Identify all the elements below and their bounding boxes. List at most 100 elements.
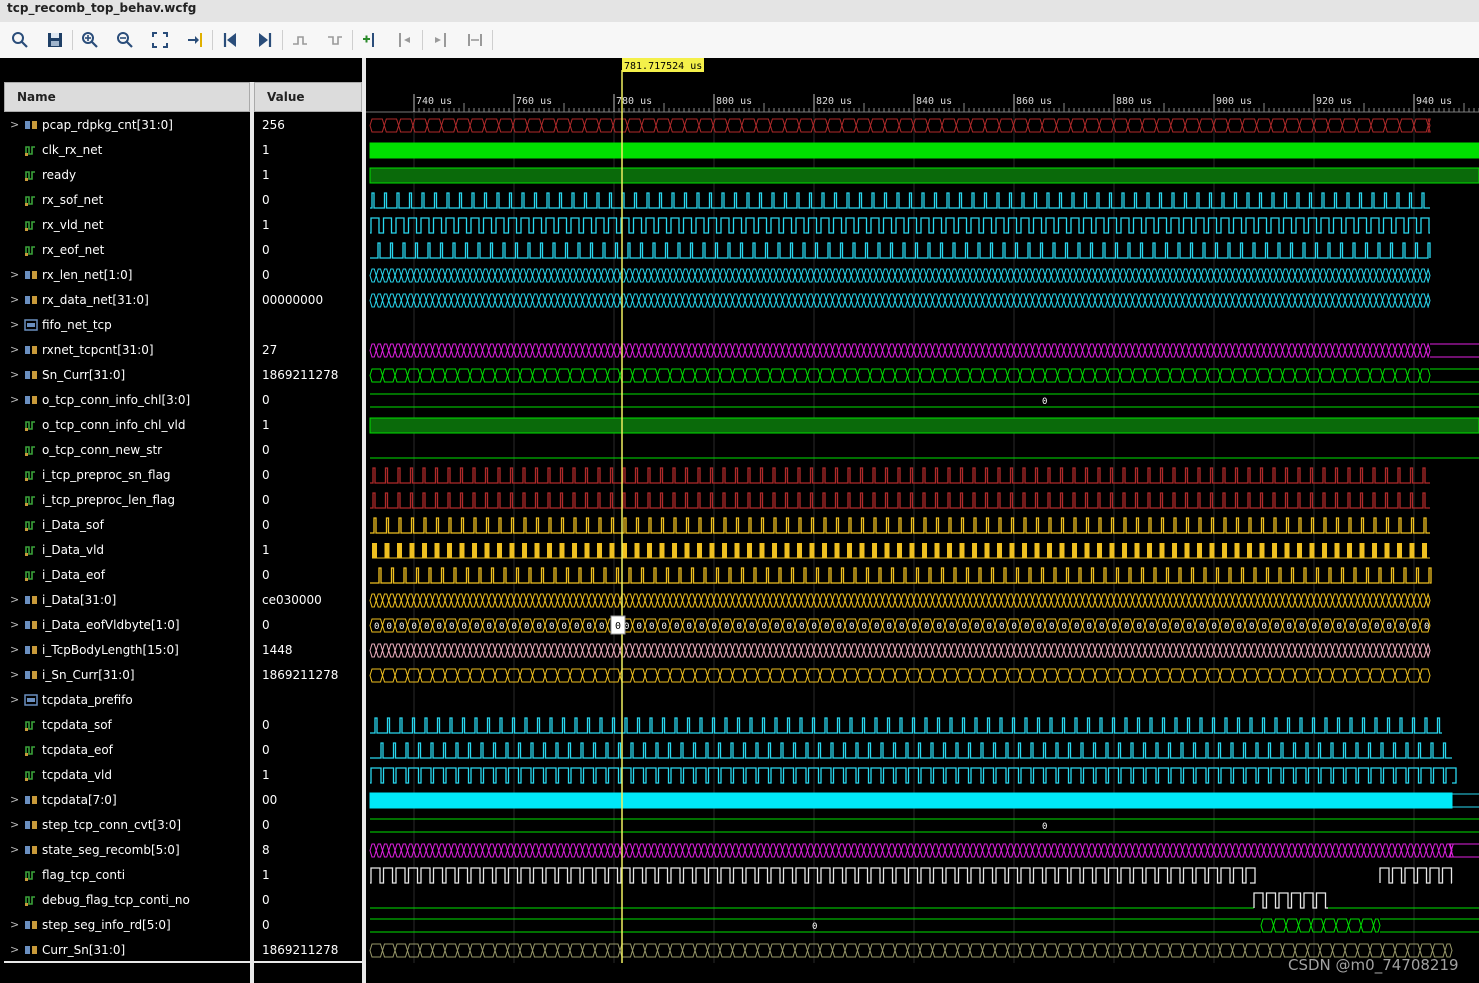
digital-pulse <box>609 543 615 558</box>
digital-pulse <box>422 543 427 558</box>
expand-chevron-icon[interactable]: > <box>10 943 20 956</box>
signal-row[interactable]: clk_rx_net <box>4 138 250 163</box>
bus-value-label: 0 <box>387 622 392 632</box>
value-column-header[interactable]: Value <box>254 82 362 112</box>
search-icon[interactable] <box>10 30 30 50</box>
signal-row[interactable]: > step_tcp_conn_cvt[3:0] <box>4 813 250 838</box>
signal-row[interactable]: i_Data_vld <box>4 538 250 563</box>
goto-end-icon[interactable] <box>255 30 275 50</box>
signal-row[interactable]: > Sn_Curr[31:0] <box>4 363 250 388</box>
waveform-canvas[interactable]: 740 us 760 us 780 us 800 us 820 us 840 us 860 … <box>366 58 1479 983</box>
expand-chevron-icon[interactable]: > <box>10 268 20 281</box>
expand-chevron-icon[interactable]: > <box>10 593 20 606</box>
signal-row[interactable]: i_Data_sof <box>4 513 250 538</box>
zoom-fit-icon[interactable] <box>150 30 170 50</box>
expand-chevron-icon[interactable]: > <box>10 393 20 406</box>
signal-row[interactable]: o_tcp_conn_new_str <box>4 438 250 463</box>
signal-row[interactable]: rx_sof_net <box>4 188 250 213</box>
signal-row[interactable]: i_tcp_preproc_sn_flag <box>4 463 250 488</box>
signal-name: i_Data_eofVldbyte[1:0] <box>42 618 180 632</box>
signal-row[interactable]: ready <box>4 163 250 188</box>
add-marker-icon[interactable] <box>360 30 380 50</box>
signal-name: step_tcp_conn_cvt[3:0] <box>42 818 182 832</box>
signal-row[interactable]: i_tcp_preproc_len_flag <box>4 488 250 513</box>
expand-chevron-icon[interactable]: > <box>10 118 20 131</box>
expand-chevron-icon[interactable]: > <box>10 793 20 806</box>
signal-row[interactable]: > i_Data[31:0] <box>4 588 250 613</box>
signal-row[interactable]: flag_tcp_conti <box>4 863 250 888</box>
goto-start-icon[interactable] <box>220 30 240 50</box>
bus-value-label: 0 <box>724 622 729 632</box>
expand-chevron-icon[interactable]: > <box>10 368 20 381</box>
signal-row[interactable]: > o_tcp_conn_info_chl[3:0] <box>4 388 250 413</box>
bus-value-label: 0 <box>1162 622 1167 632</box>
signal-row[interactable]: > rx_len_net[1:0] <box>4 263 250 288</box>
bus-value-label: 0 <box>549 622 554 632</box>
expand-chevron-icon[interactable]: > <box>10 693 20 706</box>
signal-row[interactable]: > tcpdata_prefifo <box>4 688 250 713</box>
name-column-header[interactable]: Name <box>4 82 250 112</box>
signal-row[interactable]: rx_vld_net <box>4 213 250 238</box>
signal-name: flag_tcp_conti <box>42 868 126 882</box>
bus-value-label: 0 <box>1424 622 1429 632</box>
bus-waveform <box>1260 918 1381 933</box>
bus-value-label: 0 <box>687 622 692 632</box>
signal-row[interactable]: > rx_data_net[31:0] <box>4 288 250 313</box>
expand-chevron-icon[interactable]: > <box>10 318 20 331</box>
column-splitter[interactable] <box>250 82 254 983</box>
expand-chevron-icon[interactable]: > <box>10 668 20 681</box>
toolbar-separator <box>282 30 283 50</box>
signal-row[interactable]: > Curr_Sn[31:0] <box>4 938 250 963</box>
signal-row[interactable]: i_Data_eof <box>4 563 250 588</box>
signal-row[interactable]: > i_TcpBodyLength[15:0] <box>4 638 250 663</box>
signal-row[interactable]: > i_Sn_Curr[31:0] <box>4 663 250 688</box>
expand-chevron-icon[interactable]: > <box>10 818 20 831</box>
next-transition-icon[interactable] <box>325 30 345 50</box>
digital-waveform <box>1253 892 1328 909</box>
swap-cursors-icon[interactable] <box>465 30 485 50</box>
wire-icon <box>24 743 38 757</box>
signal-row[interactable]: tcpdata_sof <box>4 713 250 738</box>
signal-row[interactable]: > pcap_rdpkg_cnt[31:0] <box>4 113 250 138</box>
wire-icon <box>24 868 38 882</box>
bus-value-label: 0 <box>1042 397 1047 407</box>
expand-chevron-icon[interactable]: > <box>10 343 20 356</box>
signal-row[interactable]: > state_seg_recomb[5:0] <box>4 838 250 863</box>
digital-waveform <box>370 242 1431 259</box>
prev-transition-icon[interactable] <box>290 30 310 50</box>
expand-chevron-icon[interactable]: > <box>10 918 20 931</box>
signal-row[interactable]: tcpdata_vld <box>4 763 250 788</box>
expand-chevron-icon[interactable]: > <box>10 843 20 856</box>
signal-row[interactable]: tcpdata_eof <box>4 738 250 763</box>
signal-row[interactable]: rx_eof_net <box>4 238 250 263</box>
next-marker-icon[interactable] <box>430 30 450 50</box>
signal-row[interactable]: > fifo_net_tcp <box>4 313 250 338</box>
bus-value-label: 0 <box>1124 622 1129 632</box>
wire-icon <box>24 193 38 207</box>
signal-row[interactable]: debug_flag_tcp_conti_no <box>4 888 250 913</box>
signal-value: 0 <box>262 618 270 632</box>
pane-splitter[interactable] <box>362 58 366 983</box>
signal-row[interactable]: > rxnet_tcpcnt[31:0] <box>4 338 250 363</box>
digital-pulse <box>1259 543 1265 558</box>
signal-row[interactable]: o_tcp_conn_info_chl_vld <box>4 413 250 438</box>
save-icon[interactable] <box>45 30 65 50</box>
signal-value: 0 <box>262 918 270 932</box>
signal-row[interactable]: > tcpdata[7:0] <box>4 788 250 813</box>
waveform-pane[interactable]: 740 us 760 us 780 us 800 us 820 us 840 us 860 … <box>366 58 1479 983</box>
expand-chevron-icon[interactable]: > <box>10 643 20 656</box>
zoom-out-icon[interactable] <box>115 30 135 50</box>
signal-row[interactable]: > step_seg_info_rd[5:0] <box>4 913 250 938</box>
zoom-in-icon[interactable] <box>80 30 100 50</box>
digital-pulse <box>559 543 565 558</box>
expand-chevron-icon[interactable]: > <box>10 293 20 306</box>
bus-value-label: 0 <box>787 622 792 632</box>
digital-pulse <box>1234 543 1240 558</box>
digital-pulse <box>1147 543 1152 558</box>
signal-value: 1 <box>262 868 270 882</box>
prev-marker-icon[interactable] <box>395 30 415 50</box>
expand-chevron-icon[interactable]: > <box>10 618 20 631</box>
goto-cursor-icon[interactable] <box>185 30 205 50</box>
digital-pulse <box>572 543 577 558</box>
signal-row[interactable]: > i_Data_eofVldbyte[1:0] <box>4 613 250 638</box>
